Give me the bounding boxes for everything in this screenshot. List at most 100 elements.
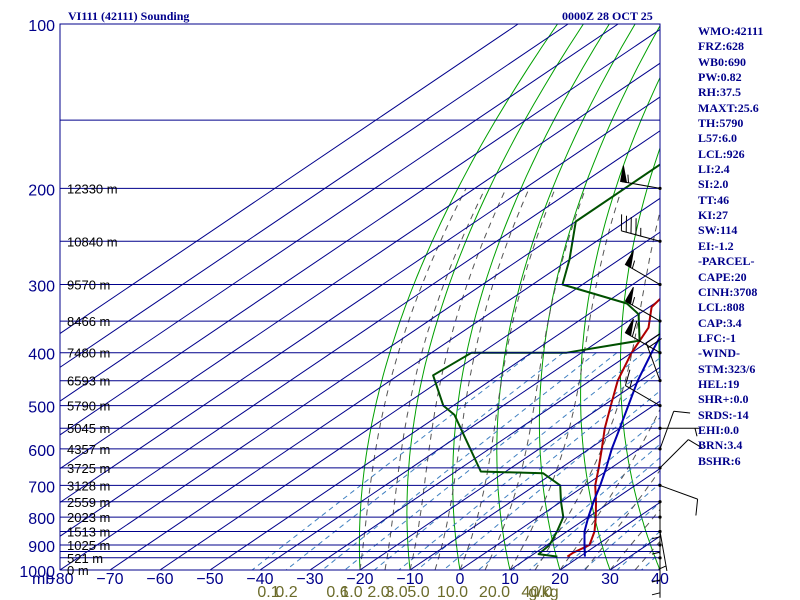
index-item: MAXT:25.6 (698, 100, 759, 115)
temperature-tick-label: −80 (46, 571, 73, 588)
height-label: 8466 m (67, 314, 110, 329)
index-item: CAPE:20 (698, 269, 747, 284)
height-label: 0 m (67, 563, 89, 578)
wind-barb (620, 165, 662, 190)
height-label: 2559 m (67, 495, 110, 510)
wind-barb (658, 483, 699, 516)
indices-panel: WMO:42111 FRZ:628 WB0:690 PW:0.82 RH:37.5 MAX… (698, 24, 763, 469)
wind-barb-shaft (625, 300, 661, 322)
wind-barb (624, 286, 662, 323)
index-item: LCL:808 (698, 300, 745, 315)
plot-area (60, 24, 660, 570)
height-label: 2023 m (67, 510, 110, 525)
index-item: KI:27 (698, 208, 728, 223)
isotherm (60, 24, 619, 402)
mixing-ratio-label: 10.0 (437, 584, 468, 600)
wind-barb-station (658, 186, 662, 190)
wind-barb (624, 318, 662, 355)
index-item: FRZ:628 (698, 39, 744, 54)
index-item: EI:-1.2 (698, 238, 734, 253)
index-item: SW:114 (698, 223, 738, 238)
height-label: 6593 m (67, 374, 110, 389)
wind-barb-shaft (645, 342, 661, 381)
wind-barb-half-flag (651, 551, 661, 555)
index-item: L57:6.0 (698, 131, 737, 146)
wind-barb (645, 333, 662, 383)
wind-barb (620, 214, 662, 243)
index-item: CAP:3.4 (698, 315, 742, 330)
height-label: 3725 m (67, 461, 110, 476)
mixing-ratio-label: 2.0 (367, 584, 389, 600)
wind-barb (651, 556, 662, 598)
index-item: -PARCEL- (698, 254, 755, 269)
mixing-ratio-label: 0.1 (257, 584, 279, 600)
index-item: TH:5790 (698, 116, 744, 131)
moist-adiabat (359, 188, 467, 570)
isotherms (60, 24, 660, 570)
moist-adiabat (484, 188, 587, 570)
isotherm (60, 28, 660, 436)
mixing-ratio-label: 0.2 (275, 584, 297, 600)
index-item: SRDS:-14 (698, 407, 749, 422)
wind-barb-flag (695, 499, 699, 516)
height-label: 10840 m (67, 234, 118, 249)
wind-barb-half-flag (631, 296, 636, 306)
pressure-tick-label: 300 (28, 279, 55, 296)
isotherm (60, 130, 660, 537)
dry-adiabat (538, 24, 660, 570)
wind-barb-pennant (624, 286, 634, 305)
wind-barb (658, 410, 691, 451)
height-label: 9570 m (67, 278, 110, 293)
dry-adiabat (358, 24, 558, 570)
wind-barb-station (658, 500, 662, 504)
temperature-tick-label: 10 (501, 571, 519, 588)
wind-barb-station (658, 319, 662, 323)
wind-barb-half-flag (631, 260, 636, 269)
wind-barb-flag (673, 410, 691, 414)
pressure-tick-label: 600 (28, 443, 55, 460)
height-label: 1513 m (67, 524, 110, 539)
index-item: WB0:690 (698, 54, 746, 69)
height-label: 4357 m (67, 442, 110, 457)
wind-barb-half-flag (629, 380, 633, 389)
temperature-tick-label: −40 (246, 571, 273, 588)
pressure-tick-label: 400 (28, 347, 55, 364)
height-label: 521 m (67, 551, 103, 566)
pressure-tick-label: 900 (28, 539, 55, 556)
index-item: HEL:19 (698, 376, 740, 391)
index-item: PW:0.82 (698, 70, 742, 85)
plot-frame (59, 23, 661, 571)
height-label: 5045 m (67, 421, 110, 436)
temperature-tick-label: 30 (601, 571, 619, 588)
wind-barb-shaft (659, 484, 698, 500)
wind-barb-half-flag (651, 536, 661, 540)
isotherm (259, 299, 660, 570)
height-label: 5790 m (67, 399, 110, 414)
isotherm (60, 96, 660, 504)
wind-barb-station (658, 466, 662, 470)
index-item: BSHR:6 (698, 453, 741, 468)
mixing-ratio-line (251, 352, 533, 570)
index-item: STM:323/6 (698, 361, 756, 376)
wind-barb-station (658, 447, 662, 451)
wind-barb-station (658, 379, 662, 383)
isobars (60, 23, 660, 571)
height-label: 7480 m (67, 346, 110, 361)
wind-barb-pennant (624, 318, 634, 337)
index-item: RH:37.5 (698, 85, 741, 100)
wind-barb-half-flag (627, 174, 629, 183)
temperature-tick-label: −50 (196, 571, 223, 588)
temperature-tick-label: −10 (396, 571, 423, 588)
index-item: LI:2.4 (698, 162, 730, 177)
wind-barb-shaft (659, 531, 668, 571)
isotherm (60, 164, 660, 570)
wind-barb-station (658, 483, 662, 488)
wind-barb-station (658, 239, 662, 243)
mixing-ratio-label: 20.0 (479, 584, 510, 600)
pressure-tick-label: 500 (28, 400, 55, 417)
wind-barb-station (658, 282, 662, 287)
wind-barb-shaft (659, 411, 675, 450)
wind-barb-flag (624, 369, 631, 386)
isotherm (509, 468, 660, 570)
isotherm (109, 197, 660, 570)
